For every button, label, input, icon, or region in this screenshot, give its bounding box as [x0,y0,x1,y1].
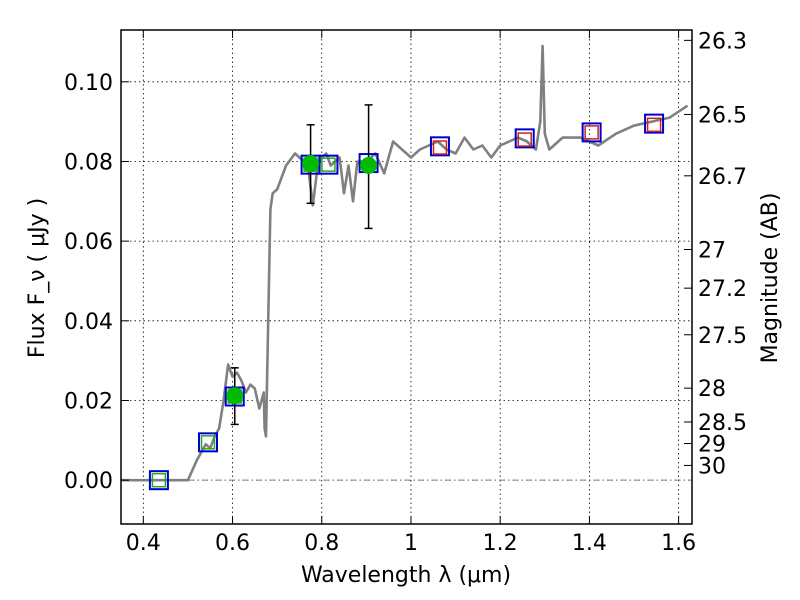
right-tick-label: 26.7 [698,165,747,190]
right-tick-label: 27.2 [698,277,747,302]
x-tick-label: 0.4 [126,531,161,556]
model-square-red [584,125,599,140]
photometry-square [318,154,339,175]
right-tick-label: 26.3 [698,29,747,54]
right-tick-label: 26.5 [698,103,747,128]
photometry-square [429,136,450,157]
y-tick-label: 0.08 [64,150,113,175]
detection-point [302,154,320,172]
photometry-square [514,128,535,149]
model-square-red [646,117,662,133]
right-tick-label: 27.5 [698,324,747,349]
photometry-square [148,470,169,491]
photometry-square [644,113,665,134]
y-axis: 0.00 0.02 0.04 0.06 0.08 0.10 [64,71,129,494]
x-tick-label: 1.2 [483,531,518,556]
right-tick-label: 28 [698,377,726,402]
x-tick-label: 0.8 [304,531,339,556]
y-tick-label: 0.06 [64,230,113,255]
x-tick-label: 1.4 [572,531,607,556]
detection-point [226,387,244,405]
y-axis-label: Flux F_ν ( μJy ) [25,198,50,358]
marker-series [148,104,665,491]
model-square-red [432,140,448,155]
right-tick-label: 27 [698,239,726,264]
y-tick-label: 0.04 [64,310,113,335]
right-axis-label: Magnitude (AB) [758,193,783,364]
y-tick-label: 0.00 [64,469,113,494]
model-square-green [321,157,336,172]
photometry-square [581,122,602,143]
spectrum-line [121,44,689,482]
photometry-square [197,432,218,453]
model-square-green [200,435,216,450]
right-tick-label: 29 [698,433,726,458]
y-tick-label: 0.10 [64,71,113,96]
grid-lines [121,30,692,524]
detection-point [360,156,378,174]
right-tick-label: 28.5 [698,411,747,436]
spectrum-series [121,44,689,482]
x-axis: 0.4 0.6 0.8 1 1.2 1.4 1.6 [126,30,696,556]
x-tick-label: 1.6 [661,531,696,556]
right-tick-label: 30 [698,454,726,479]
x-tick-label: 0.6 [215,531,250,556]
model-square-red [517,132,532,147]
y-tick-label: 0.02 [64,390,113,415]
plot-frame [120,29,693,525]
x-tick-label: 1 [404,531,418,556]
model-square-green [151,472,167,488]
x-axis-label: Wavelength λ (μm) [301,563,511,588]
